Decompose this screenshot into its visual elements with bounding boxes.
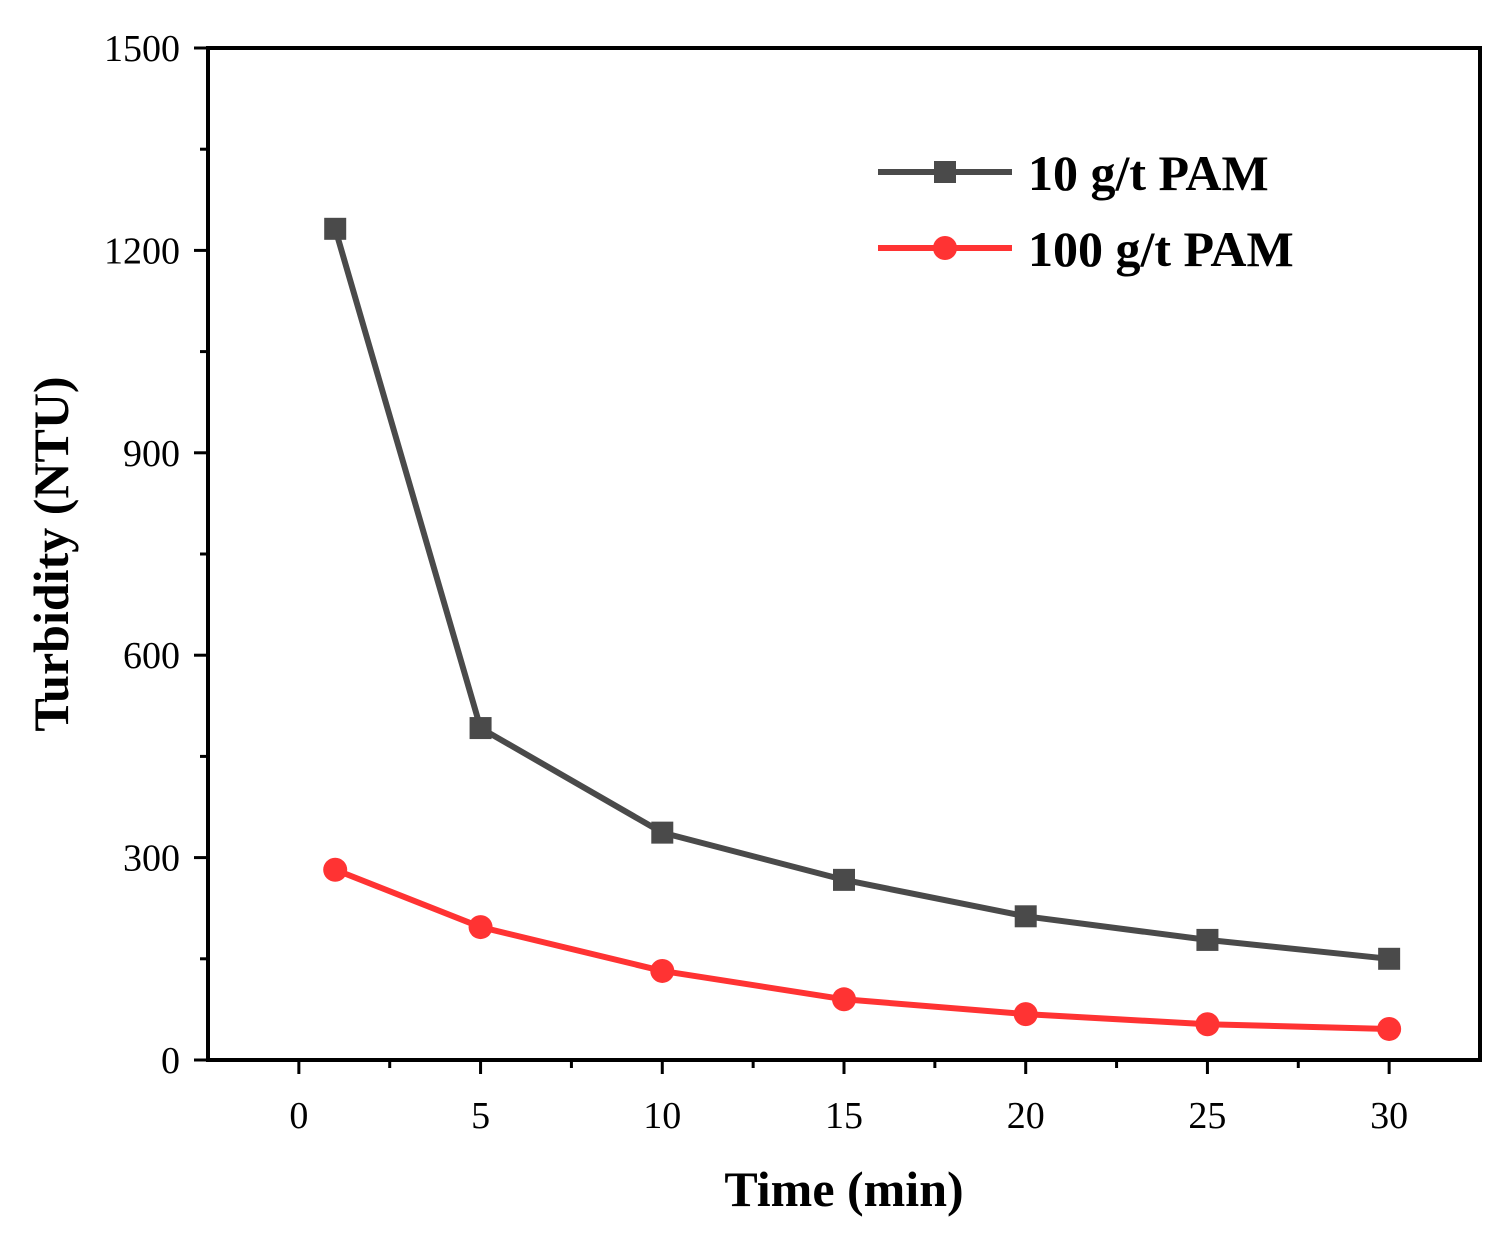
- legend-item: 10 g/t PAM: [878, 145, 1269, 201]
- legend-label: 10 g/t PAM: [1028, 145, 1269, 201]
- legend-swatch-marker: [934, 161, 956, 183]
- x-tick-label: 15: [825, 1095, 863, 1137]
- y-tick-label: 0: [161, 1040, 180, 1082]
- series-1: [323, 857, 1402, 1041]
- x-tick-label: 20: [1007, 1095, 1045, 1137]
- data-point: [1196, 928, 1219, 951]
- legend-label: 100 g/t PAM: [1028, 221, 1294, 277]
- x-tick-label: 25: [1188, 1095, 1226, 1137]
- x-tick-label: 0: [289, 1095, 308, 1137]
- y-tick-label: 600: [123, 635, 180, 677]
- data-point: [323, 857, 348, 882]
- data-point: [468, 915, 493, 940]
- plot-frame: [206, 46, 1482, 1062]
- series-line: [334, 866, 1390, 1032]
- data-point: [1195, 1012, 1220, 1037]
- data-point: [1377, 1016, 1402, 1041]
- legend-item: 100 g/t PAM: [878, 221, 1294, 277]
- data-point: [1014, 905, 1037, 928]
- x-tick-label: 30: [1370, 1095, 1408, 1137]
- y-tick-label: 900: [123, 433, 180, 475]
- y-tick-label: 1200: [104, 230, 180, 272]
- data-point: [1378, 947, 1401, 970]
- y-axis-title: Turbidity (NTU): [23, 376, 79, 731]
- ticks-layer: [194, 46, 1391, 1074]
- series-line: [332, 227, 1390, 962]
- y-tick-label: 1500: [104, 28, 180, 70]
- y-tick-label: 300: [123, 838, 180, 880]
- data-point: [324, 217, 347, 240]
- series-0: [324, 217, 1401, 970]
- legend: 10 g/t PAM 100 g/t PAM: [878, 145, 1294, 277]
- data-point: [469, 717, 492, 740]
- series-layer: [323, 217, 1402, 1041]
- data-point: [651, 821, 674, 844]
- data-point: [833, 868, 855, 891]
- data-point: [650, 958, 675, 983]
- x-tick-label: 10: [643, 1095, 681, 1137]
- x-axis-title: Time (min): [724, 1161, 963, 1217]
- x-tick-label: 5: [471, 1095, 490, 1137]
- legend-swatch-marker: [933, 236, 957, 260]
- data-point: [832, 987, 856, 1012]
- data-point: [1013, 1002, 1038, 1027]
